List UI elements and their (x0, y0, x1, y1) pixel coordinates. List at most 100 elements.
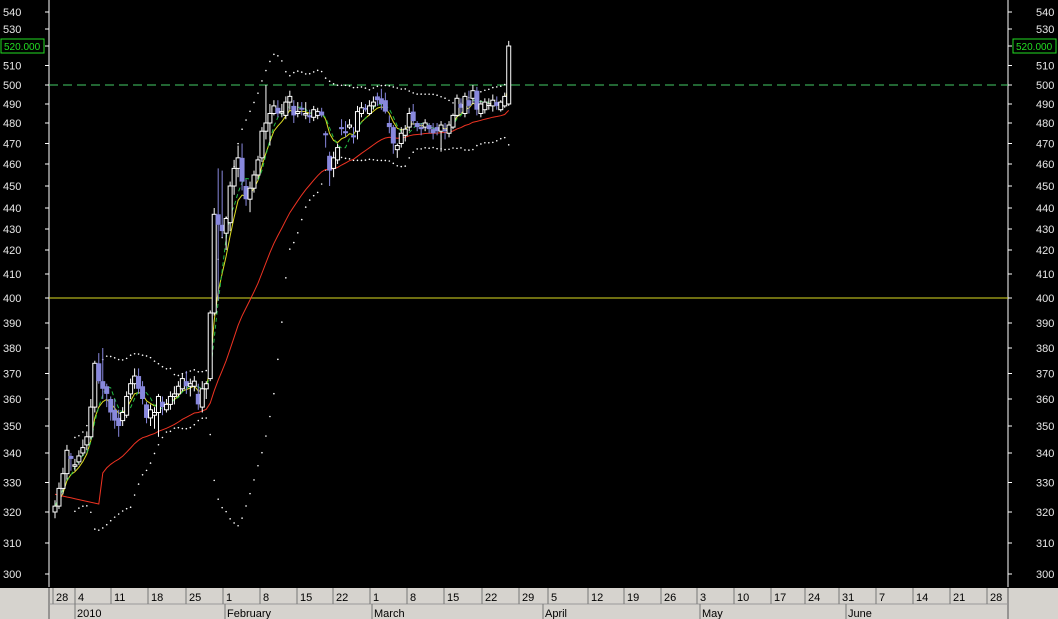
band-dot (293, 241, 295, 244)
band-dot (193, 369, 196, 371)
candle-body-up (335, 147, 341, 161)
candle-body-down (219, 224, 225, 232)
candle-body-up (175, 385, 181, 395)
band-dot (364, 87, 367, 89)
x-axis: 28 4 11 18 25 1 8 15 22 1 8 15 22 29 5 12 19 26 3 10 17 24 31 7… (0, 588, 1058, 619)
candle-body-up (506, 45, 512, 105)
candle-body-down (96, 363, 102, 382)
candle-90 (410, 104, 416, 126)
band-dot (396, 165, 399, 167)
candle-18 (124, 391, 130, 418)
band-dot (312, 71, 315, 73)
candle-body-down (418, 127, 424, 130)
band-dot (340, 84, 343, 87)
x-month-label: February (227, 608, 272, 619)
band-dot (265, 435, 267, 437)
candle-22 (140, 381, 146, 405)
candle-61 (295, 102, 301, 118)
band-dot (205, 369, 208, 372)
band-dot (289, 74, 291, 77)
candle-99 (446, 121, 452, 138)
band-dot (285, 277, 287, 279)
candle-98 (442, 123, 448, 140)
x-day-label: 5 (551, 592, 557, 604)
candle-43 (223, 216, 229, 250)
y-tick-right-380: 380 (1036, 343, 1054, 355)
band-dot (300, 71, 303, 73)
candle-body-down (474, 90, 480, 110)
band-dot (129, 354, 132, 357)
candle-13 (104, 383, 110, 408)
band-dot (117, 513, 120, 515)
candle-2 (60, 467, 66, 495)
price-badge-right-box (1012, 38, 1057, 54)
band-dot (460, 147, 462, 149)
y-tick-right-450: 450 (1036, 181, 1054, 193)
band-dot (484, 89, 486, 92)
candle-28 (163, 399, 169, 413)
candle-body-down (466, 100, 472, 106)
candle-body-up (207, 312, 213, 380)
candle-body-up (315, 111, 321, 116)
x-day-label: 10 (737, 592, 749, 604)
candle-10 (92, 360, 98, 413)
candle-59 (287, 90, 293, 110)
candle-body-up (498, 101, 504, 111)
candle-body-up (394, 145, 400, 151)
band-dot (488, 141, 490, 144)
candle-body-up (211, 213, 217, 314)
x-day-label: 17 (774, 592, 786, 604)
band-dot (412, 92, 415, 94)
candle-53 (263, 85, 269, 140)
x-month-label: March (374, 608, 405, 619)
band-dot (328, 80, 331, 82)
band-dot (380, 159, 383, 162)
band-dot (372, 87, 375, 89)
y-tick-right-420: 420 (1036, 245, 1054, 257)
y-tick-right-510: 510 (1036, 61, 1054, 73)
band-dot (436, 94, 438, 97)
candle-body-down (458, 104, 464, 108)
band-dot (400, 88, 403, 90)
y-tick-right-540: 540 (1036, 7, 1054, 19)
y-tick-right-360: 360 (1036, 394, 1054, 406)
candle-25 (152, 407, 157, 429)
y-tick-left-530: 530 (3, 24, 21, 36)
band-dot (503, 136, 506, 139)
band-dot (74, 436, 76, 439)
candle-64 (307, 109, 313, 123)
candle-97 (438, 121, 444, 152)
candle-body-down (239, 157, 245, 182)
band-dot (344, 157, 347, 160)
band-dot (237, 524, 239, 527)
candle-body-up (223, 218, 229, 234)
candle-0 (52, 500, 58, 519)
candle-body-up (128, 383, 134, 395)
candle-body-up (438, 124, 444, 132)
candle-60 (291, 100, 297, 123)
candle-68 (323, 131, 329, 148)
candle-106 (474, 86, 480, 116)
candle-body-up (482, 101, 488, 111)
y-tick-left-410: 410 (3, 269, 21, 281)
band-dot (444, 97, 446, 99)
band-dot (153, 452, 156, 455)
band-dot (221, 506, 223, 509)
y-tick-right-470: 470 (1036, 139, 1054, 151)
candle-body-up (235, 157, 241, 169)
band-dot (129, 506, 132, 509)
band-dot (348, 158, 351, 160)
band-dot (149, 462, 152, 464)
band-dot (424, 146, 426, 149)
band-dot (233, 522, 235, 524)
candle-body-up (422, 122, 428, 128)
y-tick-right-430: 430 (1036, 224, 1054, 236)
y-tick-left-540: 540 (3, 7, 21, 19)
candle-body-up (167, 395, 173, 405)
band-dot (400, 165, 403, 168)
band-dot (205, 417, 208, 419)
reference-lines (48, 0, 1009, 587)
x-day-label: 31 (842, 592, 854, 604)
band-dot (201, 417, 204, 420)
band-dot (173, 373, 176, 376)
